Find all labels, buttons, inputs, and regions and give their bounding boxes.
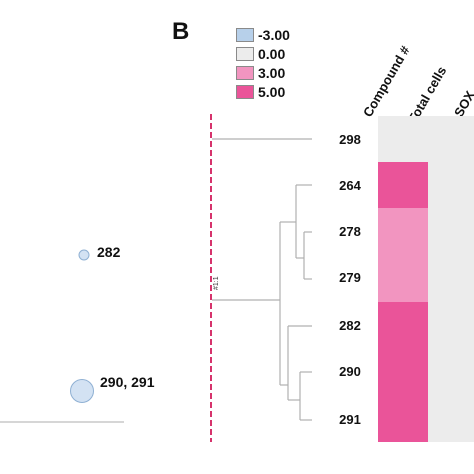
legend-label: 5.00 [258,84,286,100]
heatmap-cell-291 [378,396,428,442]
bubble-label-282: 282 [97,244,121,260]
row-label: 278 [339,224,361,239]
legend-swatch [236,85,254,99]
heatmap-column-sox [428,116,474,442]
legend-swatch [236,47,254,61]
row-label: 290 [339,364,361,379]
panel-letter: B [172,18,190,45]
heatmap-column-total-cells [378,116,428,442]
legend-label: 0.00 [258,46,286,62]
legend-label: 3.00 [258,65,286,81]
legend-swatch [236,28,254,42]
bubble-282 [78,249,90,261]
legend-swatch [236,66,254,80]
row-label: 298 [339,132,361,147]
heatmap-cell-282 [378,302,428,348]
row-label: 279 [339,270,361,285]
cut-line-label: #1:1 [213,276,220,290]
row-label: 291 [339,412,361,427]
heatmap-cell-279 [378,254,428,302]
row-label: 282 [339,318,361,333]
row-label: 264 [339,178,361,193]
heatmap-cell-278 [378,208,428,254]
bubble-290-291 [70,379,94,403]
heatmap-cell-298 [378,116,428,162]
heatmap-cell-264 [378,162,428,208]
bubble-label-290-291: 290, 291 [100,374,155,390]
dendrogram-branches [212,138,312,421]
legend-label: -3.00 [258,27,290,43]
heatmap-cell-290 [378,348,428,396]
